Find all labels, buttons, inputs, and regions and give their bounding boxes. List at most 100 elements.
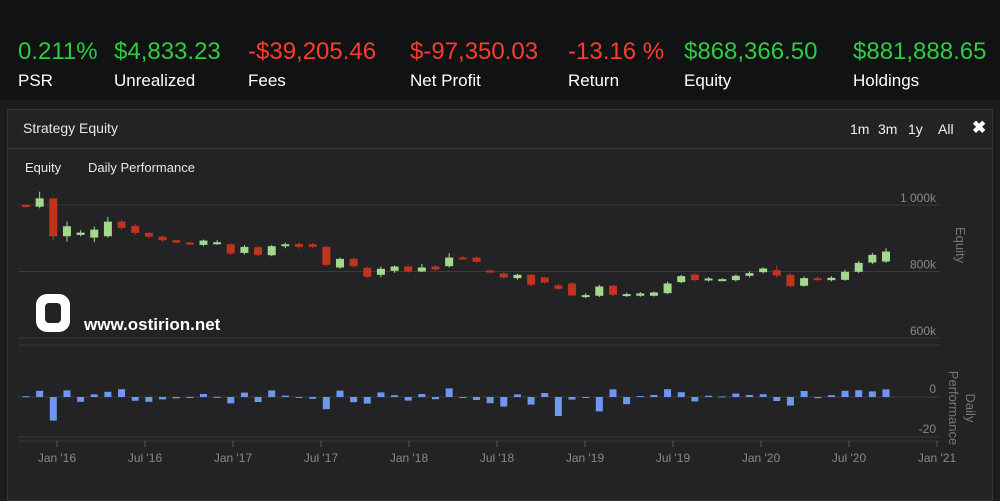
candle-body [158,236,167,241]
candle-body [199,240,208,245]
candle-body [608,285,617,295]
daily-performance-bar [882,389,890,397]
candle-body [22,205,30,207]
daily-performance-bar [227,397,235,404]
daily-performance-bar [391,395,399,397]
panel-header: Strategy Equity 1m 3m 1y All ✖ [8,110,992,149]
candle-body [731,275,740,281]
candle-body [704,278,713,281]
x-tick-label: Jul '17 [304,451,339,465]
legend-daily-performance[interactable]: Daily Performance [88,160,195,175]
daily-performance-bar [486,397,494,404]
candle-body [254,247,263,255]
candle-body [281,244,290,247]
candle-body [308,244,317,247]
stat-value: $868,366.50 [684,38,818,65]
x-tick-label: Jul '16 [128,451,163,465]
daily-performance-bar [336,390,344,397]
daily-performance-bar [554,397,562,416]
candle-body [295,243,304,247]
daily-performance-bar [240,392,248,397]
candle-body [349,258,358,267]
candle-body [117,221,126,228]
daily-performance-bar [745,395,753,397]
daily-performance-bar [868,391,876,397]
stat-value: -13.16 % [568,38,665,65]
candle-body [185,242,194,245]
daily-performance-bar [527,397,535,405]
stat-holdings: $881,888.65 Holdings [853,38,986,92]
candle-body [417,267,426,272]
candle-body [540,277,549,283]
daily-tick-label: -20 [919,422,937,436]
x-tick-label: Jul '19 [656,451,691,465]
stat-label: Holdings [853,71,920,90]
stat-value: $4,833.23 [114,38,221,65]
daily-performance-bar [118,389,126,397]
range-all-button[interactable]: All [938,121,954,137]
daily-performance-bar [418,394,426,397]
daily-performance-bar [664,389,672,397]
candle-body [267,246,276,256]
strategy-equity-panel: Strategy Equity 1m 3m 1y All ✖ Equity Da… [7,109,993,501]
daily-performance-bar [500,397,508,407]
candle-body [772,270,781,276]
candle-body [568,283,577,296]
candle-body [499,273,508,278]
ostirion-logo-icon [36,294,70,332]
range-3m-button[interactable]: 3m [878,121,898,137]
daily-performance-bar [281,395,289,397]
stat-value: $881,888.65 [853,38,987,65]
candle-body [786,274,795,287]
x-tick-label: Jul '20 [832,451,867,465]
candle-body [172,240,181,243]
daily-performance-bar [404,397,412,401]
stat-psr: 0.211% PSR [18,38,98,92]
stats-bar: 0.211% PSR $4,833.23 Unrealized -$39,205… [0,0,1000,100]
daily-performance-bar [472,397,480,400]
daily-tick-label: 0 [929,382,936,396]
stats-row: 0.211% PSR $4,833.23 Unrealized -$39,205… [0,38,1000,94]
daily-performance-bar [582,397,590,398]
daily-performance-bar [49,397,57,421]
candle-body [90,229,99,238]
daily-performance-bar [104,391,112,397]
daily-performance-bar [636,396,644,397]
range-1m-button[interactable]: 1m [850,121,870,137]
candle-body [581,295,590,298]
close-icon[interactable]: ✖ [972,118,987,137]
range-1y-button[interactable]: 1y [908,121,923,137]
equity-tick-label: 600k [910,324,937,338]
stat-unrealized: $4,833.23 Unrealized [114,38,221,92]
daily-performance-bar [213,396,221,398]
daily-performance-bar [309,397,317,399]
candle-body [663,283,672,294]
daily-performance-bar [609,389,617,397]
daily-performance-bar [773,397,781,401]
legend-equity[interactable]: Equity [25,160,62,175]
candle-body [759,268,768,273]
candle-body [213,242,222,245]
daily-performance-bar [705,395,713,397]
daily-performance-bar [199,394,207,397]
candle-body [240,246,249,253]
x-tick-label: Jan '20 [742,451,781,465]
x-tick-label: Jan '16 [38,451,77,465]
panel-title: Strategy Equity [23,120,118,136]
candle-body [404,266,413,272]
daily-performance-bar [63,390,71,397]
daily-performance-bar [131,397,139,401]
candle-body [841,271,850,280]
daily-axis-title: Performance [946,371,961,445]
candle-body [49,198,58,237]
candle-body [882,251,890,262]
stat-label: Net Profit [410,71,481,90]
candle-body [718,279,727,282]
candle-body [854,262,863,272]
candle-body [131,225,140,233]
x-tick-label: Jan '18 [390,451,429,465]
stat-label: Unrealized [114,71,196,90]
candle-body [76,232,85,235]
daily-performance-bar [432,397,440,400]
